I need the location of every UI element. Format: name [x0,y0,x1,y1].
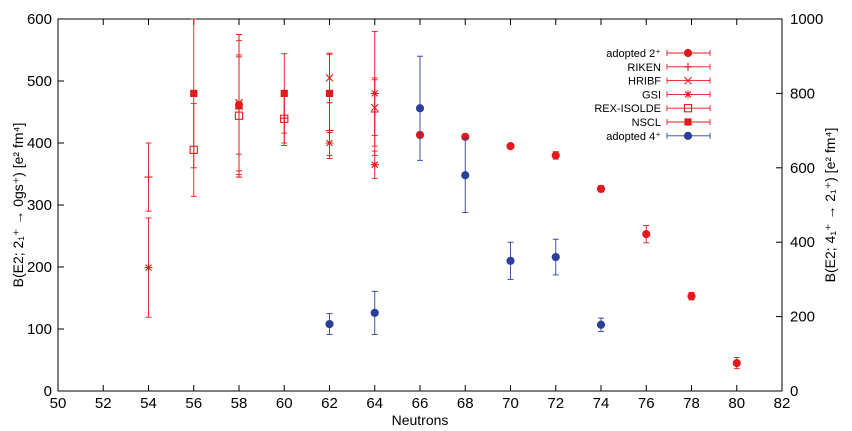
x-tick-label: 78 [683,395,700,412]
right-y-axis-title: B(E2; 4₁⁺ → 2₁⁺) [e² fm⁴] [822,128,838,283]
data-point [461,171,470,180]
x-tick-label: 68 [457,395,474,412]
data-point [551,151,560,160]
x-tick-label: 66 [412,395,429,412]
x-tick-label: 52 [95,395,112,412]
right-y-tick-label: 600 [790,160,815,177]
left-y-tick-label: 0 [44,383,52,400]
right-y-tick-label: 1000 [790,11,823,28]
x-tick-label: 72 [547,395,564,412]
right-y-axis-ticks: 0 200 400 600 800 1000 [776,11,823,400]
legend-marker [683,131,693,140]
series-group [415,130,741,370]
data-point [325,139,334,147]
data-point [551,252,560,262]
left-y-tick-label: 200 [27,259,52,276]
legend-marker [683,48,693,58]
data-point [415,104,425,113]
legend-label: HRIBF [628,76,661,88]
data-point [325,89,334,97]
left-y-tick-label: 100 [27,321,52,338]
data-point [732,359,741,368]
legend-marker [684,62,692,71]
data-series [144,18,741,370]
left-y-axis-title: B(E2; 2₁⁺ → 0gs⁺) [e² fm⁴] [10,123,26,288]
left-y-tick-label: 300 [27,197,52,214]
data-point [687,292,696,301]
x-tick-label: 64 [366,395,383,412]
x-tick-label: 60 [276,395,293,412]
series-group [144,30,379,318]
x-axis-ticks: 50 52 54 56 58 60 62 64 66 68 70 72 74 76 78 80 82 [50,19,791,412]
x-tick-label: 70 [502,395,519,412]
series-group [235,34,379,172]
data-point [280,89,288,97]
data-point [325,319,334,329]
left-y-axis-ticks: 0 100 200 300 400 500 600 [27,11,64,400]
series-group [144,40,379,212]
data-point [642,230,651,239]
data-point [506,142,515,151]
left-y-tick-label: 600 [27,11,52,28]
legend-label: RIKEN [627,62,661,74]
series-group [325,55,606,335]
data-point [596,320,606,329]
x-tick-label: 62 [321,395,338,412]
data-point [144,173,153,182]
data-point [370,308,379,317]
data-point [370,89,379,98]
legend-label: adopted 4⁺ [606,131,661,143]
x-tick-label: 56 [185,395,202,412]
right-y-tick-label: 800 [790,85,815,102]
legend-marker [684,118,692,126]
data-point [506,256,515,265]
left-y-tick-label: 400 [27,135,52,152]
x-tick-label: 80 [728,395,745,412]
legend-marker [684,90,692,99]
legend-label: adopted 2⁺ [606,48,661,60]
x-tick-label: 76 [638,395,655,412]
x-axis-title: Neutrons [392,412,449,428]
data-point [370,160,379,169]
left-y-tick-label: 500 [27,73,52,90]
x-tick-label: 50 [50,395,67,412]
x-tick-label: 74 [593,395,610,412]
data-point [190,89,198,97]
legend-label: REX-ISOLDE [594,103,661,115]
data-point [235,102,243,110]
legend-label: NSCL [632,117,661,129]
x-tick-label: 58 [231,395,248,412]
legend-label: GSI [642,89,661,101]
right-y-tick-label: 400 [790,234,815,251]
series-group [190,18,334,178]
data-point [144,263,153,272]
legend-marker [683,104,693,113]
x-tick-label: 54 [140,395,157,412]
right-y-tick-label: 0 [790,383,798,400]
legend-marker [684,76,692,85]
right-y-tick-label: 200 [790,309,815,326]
x-tick-label: 82 [774,395,791,412]
data-point [596,184,606,193]
